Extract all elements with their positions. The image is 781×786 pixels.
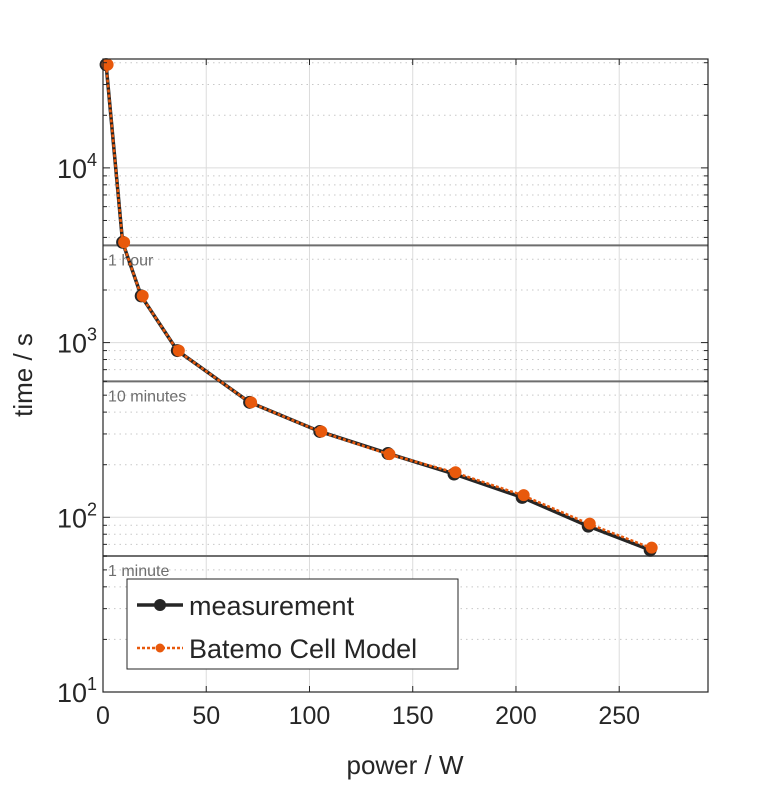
data-point: [583, 517, 596, 530]
legend-marker: [155, 643, 165, 653]
series-group: [99, 58, 658, 557]
x-tick-label: 250: [598, 702, 640, 730]
x-axis-label: power / W: [346, 750, 463, 780]
legend-entry-label: Batemo Cell Model: [189, 634, 417, 664]
data-point: [118, 236, 131, 249]
reference-lines: 1 hour 10 minutes 1 minute: [103, 244, 708, 580]
y-tick-label: 103: [57, 325, 97, 359]
data-point: [101, 58, 114, 71]
reference-line-label: 1 hour: [108, 252, 154, 269]
x-tick-label: 50: [192, 702, 220, 730]
x-tick-label: 200: [495, 702, 537, 730]
data-point: [383, 448, 396, 461]
data-point: [172, 344, 185, 357]
data-point: [517, 489, 530, 502]
legend-entry-label: measurement: [189, 591, 355, 621]
data-point: [315, 425, 328, 438]
data-point: [245, 396, 258, 409]
y-tick-label: 101: [57, 674, 97, 708]
series-line-0: [104, 64, 651, 552]
series-line-1: [104, 64, 651, 549]
x-tick-label: 100: [289, 702, 331, 730]
data-point: [449, 466, 462, 479]
legend-box: [126, 578, 459, 670]
x-tick-label: 0: [96, 702, 110, 730]
ticks: 0 50 100 150 200 250 101 102 103 104: [57, 59, 708, 730]
legend-marker: [154, 599, 166, 611]
data-point: [645, 541, 658, 554]
legend: measurement Batemo Cell Model: [126, 578, 459, 670]
x-tick-label: 150: [392, 702, 434, 730]
y-tick-label: 102: [57, 499, 97, 533]
y-tick-label: 104: [57, 150, 97, 184]
reference-line-label: 1 minute: [108, 563, 169, 580]
reference-line-label: 10 minutes: [108, 388, 186, 405]
plot-frame: [102, 58, 709, 693]
y-axis-label: time / s: [8, 333, 38, 417]
data-point: [136, 289, 149, 302]
